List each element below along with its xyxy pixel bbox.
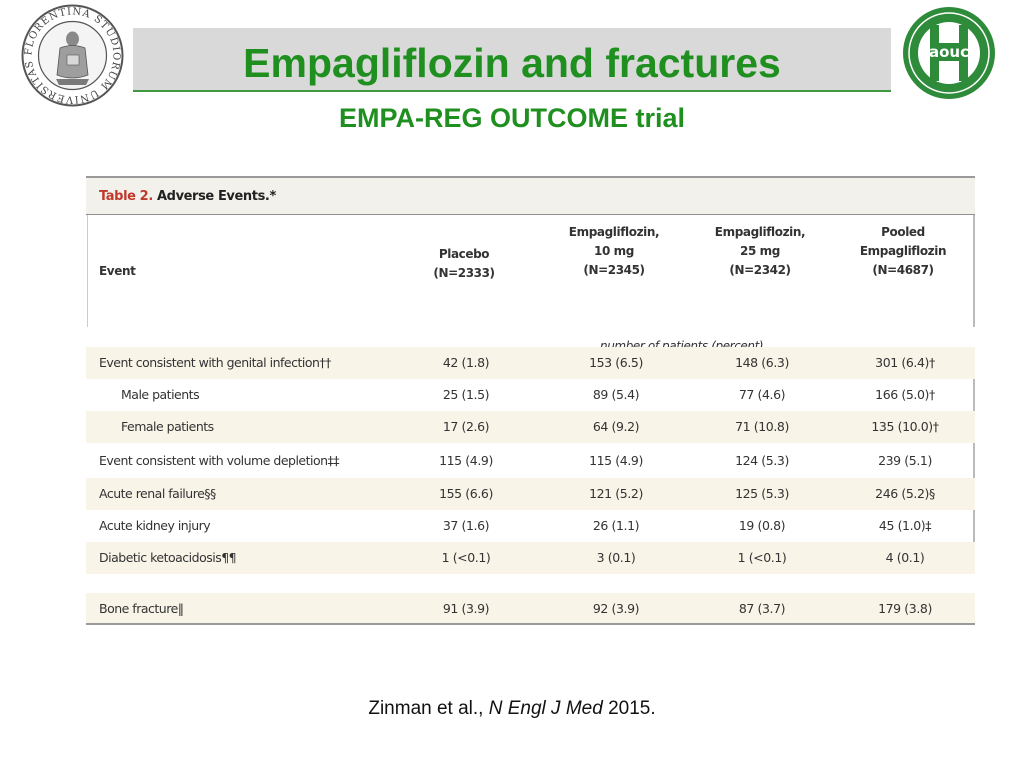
cell-empa-25mg: 19 (0.8) — [738, 518, 786, 533]
row-label: Event consistent with volume depletion‡‡ — [99, 453, 340, 468]
university-seal-logo: FLORENTINA STUDIORUM UNIVERSITAS — [20, 3, 125, 108]
slide-subtitle: EMPA-REG OUTCOME trial — [338, 103, 686, 133]
cell-pooled: 135 (10.0)† — [871, 419, 939, 434]
cell-empa-10mg: 92 (3.9) — [592, 601, 640, 616]
cell-placebo: 115 (4.9) — [439, 453, 493, 468]
cell-empa-25mg: 124 (5.3) — [735, 453, 789, 468]
row-label: Diabetic ketoacidosis¶¶ — [99, 550, 237, 565]
cell-empa-25mg: 1 (<0.1) — [737, 550, 787, 565]
table-header: Event Placebo (N=2333) Empagliflozin, 10… — [86, 215, 975, 353]
cell-placebo: 17 (2.6) — [442, 419, 490, 434]
cell-placebo: 25 (1.5) — [442, 387, 490, 402]
table-caption: Table 2. Adverse Events.* — [99, 189, 276, 204]
cell-empa-10mg: 3 (0.1) — [596, 550, 636, 565]
table-bottom-rule — [86, 623, 975, 625]
cell-pooled: 45 (1.0)‡ — [878, 518, 932, 533]
cell-pooled: 179 (3.8) — [878, 601, 932, 616]
cell-placebo: 91 (3.9) — [442, 601, 490, 616]
row-label: Acute kidney injury — [99, 518, 211, 533]
cell-empa-10mg: 89 (5.4) — [592, 387, 640, 402]
adverse-events-table: Table 2. Adverse Events.* Event Placebo … — [86, 176, 975, 626]
table-row: Male patients 25 (1.5) 89 (5.4) 77 (4.6)… — [86, 379, 975, 411]
table-top-rule — [86, 176, 975, 178]
cell-empa-10mg: 115 (4.9) — [589, 453, 643, 468]
cell-placebo: 155 (6.6) — [439, 486, 493, 501]
cell-pooled: 166 (5.0)† — [875, 387, 935, 402]
column-header-empa-25mg: Empagliflozin, 25 mg (N=2342) — [714, 225, 806, 277]
table-title: Adverse Events.* — [157, 189, 276, 204]
column-header-placebo: Placebo (N=2333) — [433, 247, 495, 280]
cell-empa-25mg: 77 (4.6) — [738, 387, 786, 402]
row-label: Bone fracture‖ — [99, 601, 184, 616]
title-band — [133, 28, 891, 90]
cell-placebo: 42 (1.8) — [442, 355, 490, 370]
table-row: Acute renal failure§§ 155 (6.6) 121 (5.2… — [86, 478, 975, 510]
aouc-logo: aouc — [901, 5, 997, 101]
row-label: Female patients — [121, 419, 214, 434]
cell-empa-25mg: 148 (6.3) — [735, 355, 789, 370]
table-caption-bar: Table 2. Adverse Events.* — [86, 178, 975, 215]
citation-journal: N Engl J Med — [488, 698, 603, 719]
table-row: Event consistent with volume depletion‡‡… — [86, 445, 975, 477]
slide-title: Empagliflozin and fractures — [243, 40, 781, 86]
cell-empa-25mg: 125 (5.3) — [735, 486, 789, 501]
aouc-logo-text: aouc — [929, 43, 969, 61]
row-label: Acute renal failure§§ — [99, 486, 216, 501]
table-body-frame — [86, 347, 975, 571]
cell-empa-10mg: 26 (1.1) — [592, 518, 640, 533]
table-row: Diabetic ketoacidosis¶¶ 1 (<0.1) 3 (0.1)… — [86, 542, 975, 574]
cell-empa-25mg: 87 (3.7) — [738, 601, 786, 616]
cell-empa-10mg: 153 (6.5) — [589, 355, 643, 370]
table-row: Acute kidney injury 37 (1.6) 26 (1.1) 19… — [86, 510, 975, 542]
cell-pooled: 4 (0.1) — [885, 550, 925, 565]
citation-authors: Zinman et al., — [368, 698, 484, 719]
cell-empa-10mg: 64 (9.2) — [592, 419, 640, 434]
column-header-event: Event — [99, 264, 136, 278]
table-number: Table 2. — [99, 189, 153, 204]
row-label: Male patients — [121, 387, 200, 402]
table-row: Female patients 17 (2.6) 64 (9.2) 71 (10… — [86, 411, 975, 443]
column-header-empa-10mg: Empagliflozin, 10 mg (N=2345) — [568, 225, 660, 277]
table-row-bone-fracture: Bone fracture‖ 91 (3.9) 92 (3.9) 87 (3.7… — [86, 593, 975, 625]
table-row: Event consistent with genital infection†… — [86, 347, 975, 379]
column-header-pooled-empa: Pooled Empagliflozin (N=4687) — [859, 225, 947, 277]
cell-placebo: 37 (1.6) — [442, 518, 490, 533]
cell-pooled: 239 (5.1) — [878, 453, 932, 468]
cell-empa-10mg: 121 (5.2) — [589, 486, 643, 501]
citation-year: 2015. — [608, 698, 656, 719]
cell-pooled: 301 (6.4)† — [875, 355, 935, 370]
cell-pooled: 246 (5.2)§ — [875, 486, 935, 501]
citation: Zinman et al., N Engl J Med 2015. — [0, 698, 1024, 720]
cell-empa-25mg: 71 (10.8) — [735, 419, 789, 434]
cell-placebo: 1 (<0.1) — [441, 550, 491, 565]
row-label: Event consistent with genital infection†… — [99, 355, 331, 370]
title-underline — [133, 90, 891, 92]
